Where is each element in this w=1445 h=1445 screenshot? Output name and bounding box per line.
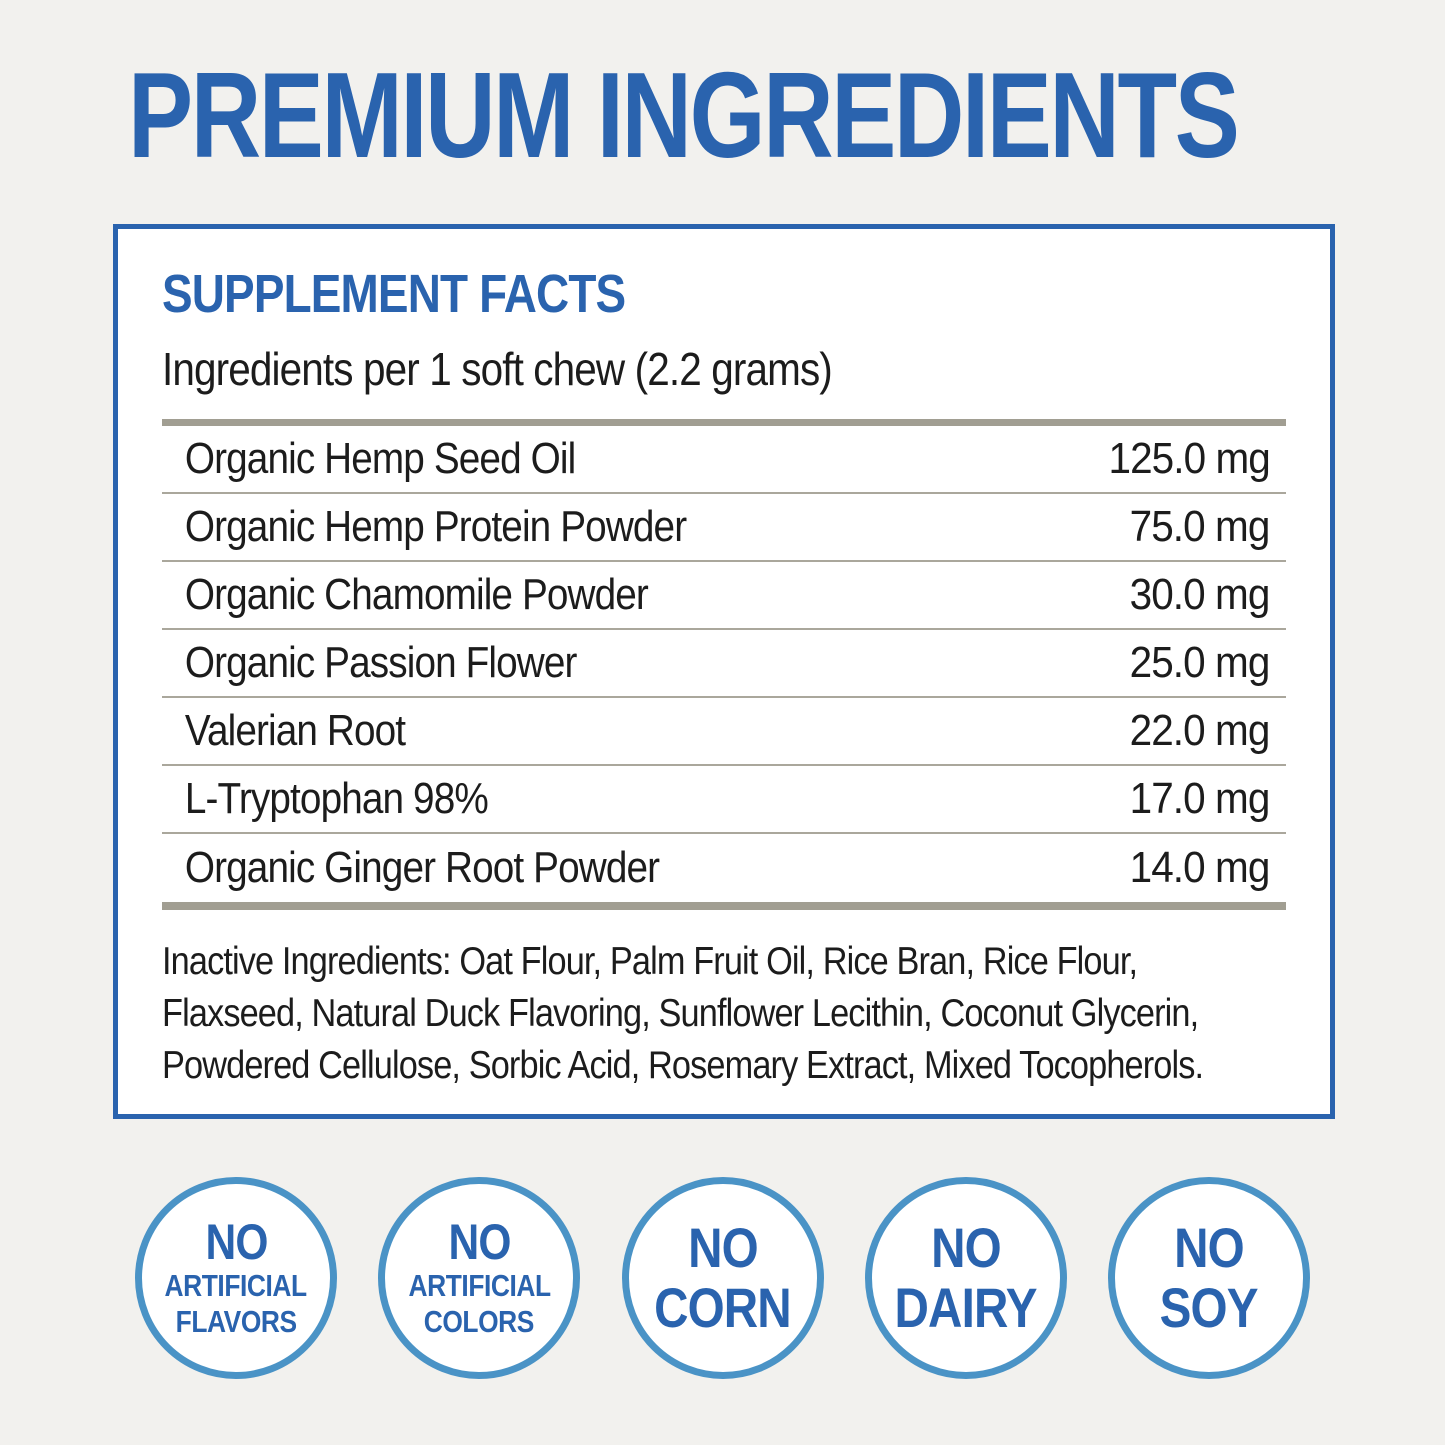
ingredient-name: Organic Passion Flower (184, 638, 578, 687)
badge-text: NO (204, 1214, 268, 1270)
badge-no-artificial-colors: NO ARTIFICIAL COLORS (378, 1177, 581, 1379)
badge-text: SOY (1160, 1276, 1259, 1339)
badges-row: NO ARTIFICIAL FLAVORS NO ARTIFICIAL COLO… (135, 1177, 1310, 1379)
badge-no-artificial-flavors: NO ARTIFICIAL FLAVORS (135, 1177, 337, 1379)
ingredient-name: Organic Hemp Seed Oil (184, 434, 576, 483)
supplement-facts-panel: SUPPLEMENT FACTS Ingredients per 1 soft … (113, 224, 1335, 1119)
page-title: PREMIUM INGREDIENTS (128, 47, 1240, 183)
badge-text: ARTIFICIAL (408, 1268, 551, 1303)
ingredient-name: L-Tryptophan 98% (184, 774, 489, 823)
ingredient-amount: 22.0 mg (1129, 706, 1271, 755)
badge-text: ARTIFICIAL (164, 1268, 308, 1303)
ingredient-amount: 125.0 mg (1108, 434, 1270, 483)
ingredients-table: Organic Hemp Seed Oil 125.0 mg Organic H… (162, 419, 1286, 910)
table-row: Valerian Root 22.0 mg (162, 698, 1286, 766)
ingredient-amount: 17.0 mg (1129, 774, 1271, 823)
badge-text: NO (1174, 1216, 1245, 1279)
ingredient-name: Organic Chamomile Powder (184, 570, 649, 619)
inactive-ingredients-line: Powdered Cellulose, Sorbic Acid, Rosemar… (162, 1044, 1204, 1087)
ingredient-amount: 75.0 mg (1129, 502, 1271, 551)
badge-no-soy: NO SOY (1108, 1177, 1310, 1379)
badge-text: NO (687, 1216, 759, 1279)
badge-text: NO (930, 1216, 1002, 1279)
serving-info: Ingredients per 1 soft chew (2.2 grams) (162, 343, 833, 395)
badge-text: CORN (654, 1276, 792, 1339)
ingredient-name: Valerian Root (184, 706, 406, 755)
badge-text: NO (448, 1214, 511, 1270)
facts-heading: SUPPLEMENT FACTS (162, 264, 626, 324)
table-row: Organic Hemp Protein Powder 75.0 mg (162, 494, 1286, 562)
inactive-ingredients: Inactive Ingredients: Oat Flour, Palm Fr… (162, 936, 1286, 1092)
table-row: Organic Ginger Root Powder 14.0 mg (162, 834, 1286, 902)
table-row: Organic Hemp Seed Oil 125.0 mg (162, 426, 1286, 494)
inactive-ingredients-line: Inactive Ingredients: Oat Flour, Palm Fr… (162, 940, 1138, 983)
table-row: Organic Chamomile Powder 30.0 mg (162, 562, 1286, 630)
inactive-ingredients-line: Flaxseed, Natural Duck Flavoring, Sunflo… (162, 992, 1199, 1035)
badge-no-corn: NO CORN (621, 1177, 824, 1379)
badge-text: FLAVORS (175, 1304, 297, 1339)
table-row: L-Tryptophan 98% 17.0 mg (162, 766, 1286, 834)
ingredient-name: Organic Hemp Protein Powder (184, 502, 687, 551)
badge-text: COLORS (424, 1304, 535, 1339)
ingredient-amount: 14.0 mg (1129, 843, 1271, 892)
badge-text: DAIRY (894, 1276, 1038, 1339)
table-row: Organic Passion Flower 25.0 mg (162, 630, 1286, 698)
ingredient-amount: 30.0 mg (1129, 570, 1271, 619)
badge-no-dairy: NO DAIRY (864, 1177, 1067, 1379)
ingredient-amount: 25.0 mg (1129, 638, 1271, 687)
ingredient-name: Organic Ginger Root Powder (184, 843, 660, 892)
